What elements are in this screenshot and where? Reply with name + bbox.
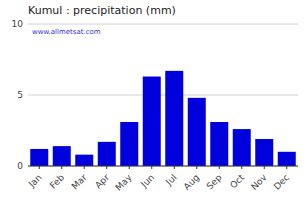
bar	[210, 122, 228, 166]
y-tick-label: 10	[12, 19, 24, 29]
x-tick	[174, 166, 175, 169]
bar	[188, 98, 206, 166]
x-tick	[129, 166, 130, 169]
bar	[53, 146, 71, 166]
x-tick-label: Sep	[205, 172, 224, 191]
x-tick-label: Feb	[48, 172, 67, 191]
bar	[120, 122, 138, 166]
x-tick-label: Aug	[182, 172, 202, 192]
x-tick-label: Jun	[138, 172, 156, 190]
x-axis: JanFebMarAprMayJun Jul AugSepOctNovDec	[26, 166, 298, 193]
chart-svg: Kumul : precipitation (mm)0510JanFebMarA…	[0, 0, 306, 200]
y-tick-label: 0	[17, 161, 23, 171]
x-tick	[219, 166, 220, 169]
bar	[255, 139, 273, 166]
x-tick-label: Mar	[70, 172, 89, 191]
x-tick	[106, 166, 107, 169]
bar	[98, 142, 116, 166]
x-tick	[196, 166, 197, 169]
x-tick-label: Nov	[249, 172, 269, 192]
x-tick-label: Dec	[272, 172, 291, 191]
x-tick-label: Jan	[26, 172, 44, 190]
x-tick	[84, 166, 85, 169]
bar	[30, 149, 48, 166]
x-tick	[241, 166, 242, 169]
x-tick	[61, 166, 62, 169]
bars	[30, 71, 296, 166]
x-tick	[264, 166, 265, 169]
y-tick-label: 5	[17, 90, 23, 100]
grid-line	[28, 166, 298, 167]
y-axis: 0 5 10	[12, 19, 298, 171]
x-axis-line	[28, 166, 298, 167]
grid-line	[28, 95, 298, 96]
watermark: www.allmetsat.com	[32, 28, 101, 36]
x-tick-label: Oct	[228, 172, 246, 190]
bar	[278, 152, 296, 166]
x-tick	[151, 166, 152, 169]
title: Kumul : precipitation (mm)	[28, 4, 176, 17]
bar	[165, 71, 183, 166]
x-tick	[286, 166, 287, 169]
x-tick	[39, 166, 40, 169]
bar	[75, 155, 93, 166]
chart-container: Kumul : precipitation (mm)0510JanFebMarA…	[0, 0, 306, 200]
bar	[233, 129, 251, 166]
x-tick-label: Jul	[163, 172, 178, 187]
grid-line	[28, 24, 298, 25]
x-tick-label: Apr	[93, 172, 111, 190]
x-tick-label: May	[113, 172, 134, 193]
bar	[143, 77, 161, 166]
